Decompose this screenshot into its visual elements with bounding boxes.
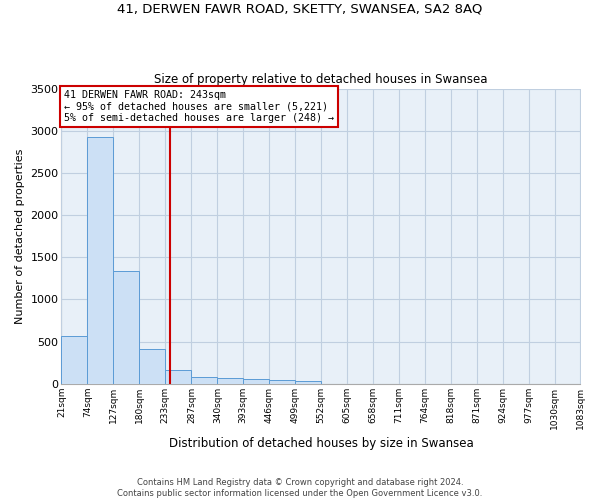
- X-axis label: Distribution of detached houses by size in Swansea: Distribution of detached houses by size …: [169, 437, 473, 450]
- Bar: [165, 370, 191, 384]
- Bar: [61, 336, 88, 384]
- Y-axis label: Number of detached properties: Number of detached properties: [15, 148, 25, 324]
- Bar: [295, 381, 321, 384]
- Bar: [88, 138, 113, 384]
- Bar: [269, 380, 295, 384]
- Bar: [191, 376, 217, 384]
- Bar: [217, 378, 243, 384]
- Title: Size of property relative to detached houses in Swansea: Size of property relative to detached ho…: [154, 73, 488, 86]
- Bar: [243, 379, 269, 384]
- Text: Contains HM Land Registry data © Crown copyright and database right 2024.
Contai: Contains HM Land Registry data © Crown c…: [118, 478, 482, 498]
- Text: 41, DERWEN FAWR ROAD, SKETTY, SWANSEA, SA2 8AQ: 41, DERWEN FAWR ROAD, SKETTY, SWANSEA, S…: [118, 2, 482, 16]
- Bar: [139, 349, 165, 384]
- Bar: [113, 270, 139, 384]
- Text: 41 DERWEN FAWR ROAD: 243sqm
← 95% of detached houses are smaller (5,221)
5% of s: 41 DERWEN FAWR ROAD: 243sqm ← 95% of det…: [64, 90, 334, 123]
